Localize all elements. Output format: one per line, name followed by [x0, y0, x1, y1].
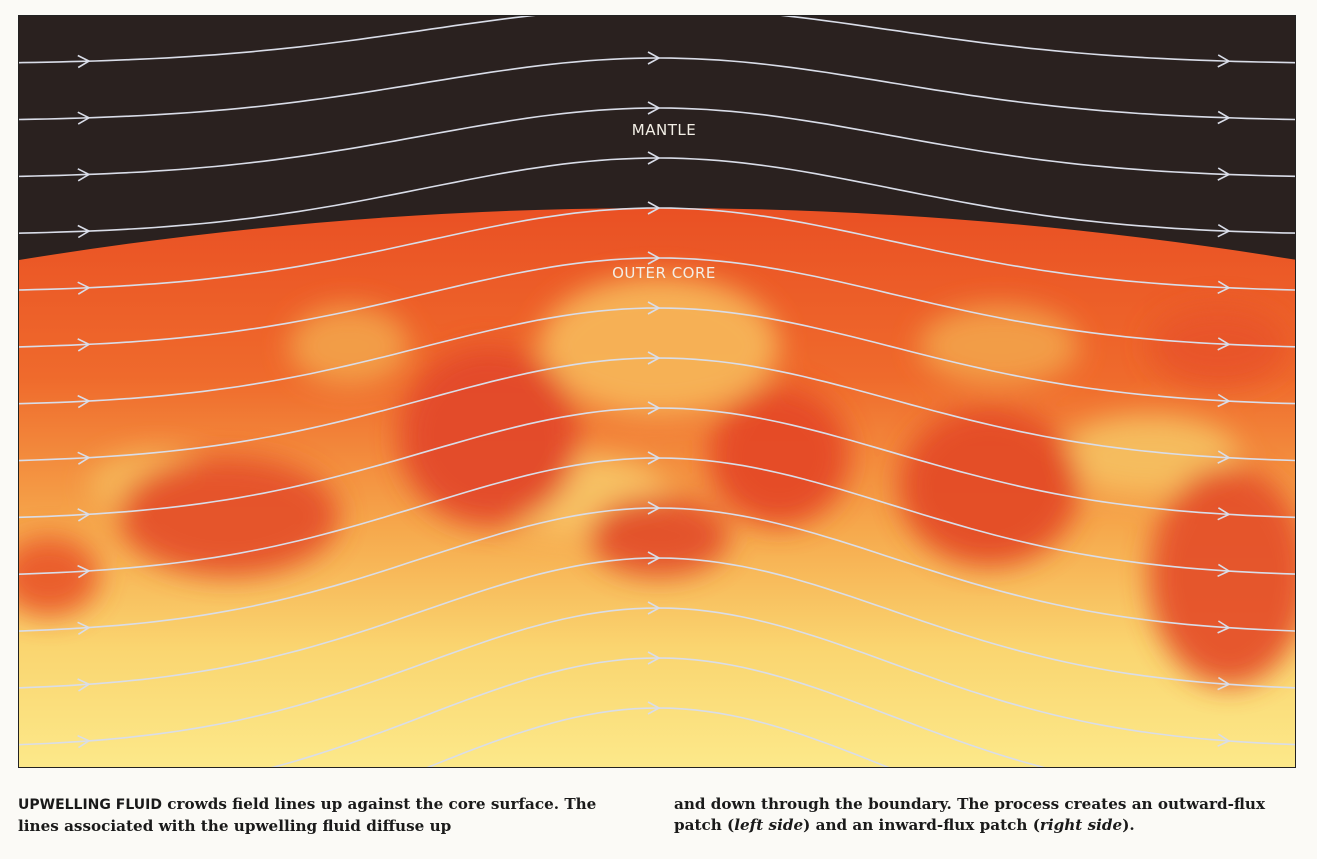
field-line [19, 57, 1295, 121]
field-arrow-icon [77, 564, 91, 579]
field-arrow-icon [647, 301, 661, 315]
field-arrow-icon [1217, 337, 1231, 351]
field-arrow-icon [77, 678, 91, 692]
field-arrow-icon [647, 651, 661, 665]
field-arrow-icon [77, 168, 91, 182]
field-arrow-icon [1217, 224, 1231, 238]
caption-column-left: UPWELLING FLUID crowds field lines up ag… [18, 794, 640, 837]
field-arrow-icon [647, 701, 661, 715]
field-arrow-icon [1217, 676, 1231, 691]
field-arrow-icon [1217, 620, 1231, 634]
field-line [19, 507, 1295, 632]
field-arrow-icon [77, 224, 91, 239]
field-arrow-icon [647, 251, 661, 265]
field-arrow-icon [647, 551, 661, 565]
caption-text-2b: ) and an inward-flux patch ( [803, 816, 1040, 834]
field-arrow-icon [1217, 167, 1231, 181]
field-line [19, 557, 1295, 689]
field-arrow-icon [1217, 563, 1231, 578]
caption-lead-in: UPWELLING FLUID [18, 797, 162, 813]
field-arrow-icon [77, 508, 91, 522]
field-line [19, 16, 1295, 64]
field-arrow-icon [647, 51, 661, 65]
field-arrow-icon [1217, 507, 1231, 521]
field-arrow-icon [77, 734, 91, 749]
field-line [19, 307, 1295, 405]
field-arrow-icon [1217, 393, 1231, 408]
field-arrow-icon [647, 451, 661, 465]
caption-text-2a: and down through the boundary. The proce… [674, 795, 1266, 834]
field-line [426, 707, 890, 767]
field-arrow-icon [1217, 54, 1231, 68]
field-arrow-icon [647, 401, 661, 415]
field-arrow-icon [77, 281, 91, 295]
figure-caption: UPWELLING FLUID crowds field lines up ag… [18, 794, 1296, 837]
caption-right-side: right side [1039, 816, 1123, 834]
caption-text-2c: ). [1122, 816, 1135, 834]
field-line [19, 357, 1295, 462]
outer-core-label: OUTER CORE [612, 264, 716, 282]
field-arrow-icon [77, 394, 91, 409]
field-line [19, 607, 1295, 746]
mantle-label: MANTLE [632, 121, 696, 139]
field-arrow-icon [77, 111, 91, 125]
field-arrow-icon [647, 151, 661, 165]
field-arrow-icon [77, 338, 91, 352]
field-arrow-icon [1217, 450, 1231, 464]
field-line [271, 657, 1046, 767]
upwelling-diagram: MANTLE OUTER CORE [18, 15, 1296, 768]
field-arrow-icon [1217, 110, 1231, 125]
caption-text-1: crowds field lines up against the core s… [18, 795, 597, 835]
field-line [19, 257, 1295, 348]
field-arrow-icon [1217, 733, 1231, 747]
field-line [19, 107, 1295, 178]
field-arrow-icon [647, 501, 661, 515]
magnetic-field-lines [19, 16, 1295, 767]
field-arrow-icon [647, 101, 661, 115]
field-line [19, 457, 1295, 576]
field-arrow-icon [1217, 280, 1231, 295]
field-arrow-icon [647, 601, 661, 615]
caption-left-side: left side [734, 816, 804, 834]
field-arrow-icon [647, 201, 661, 215]
field-line [19, 407, 1295, 519]
diagram-canvas: MANTLE OUTER CORE [19, 16, 1295, 767]
outer-core-region [19, 208, 1295, 767]
field-arrow-icon [77, 621, 91, 635]
field-arrow-icon [77, 54, 91, 69]
caption-column-right: and down through the boundary. The proce… [674, 794, 1296, 837]
field-line [19, 157, 1295, 235]
field-line [19, 207, 1295, 291]
field-arrow-icon [77, 451, 91, 465]
field-arrow-icon [647, 351, 661, 365]
